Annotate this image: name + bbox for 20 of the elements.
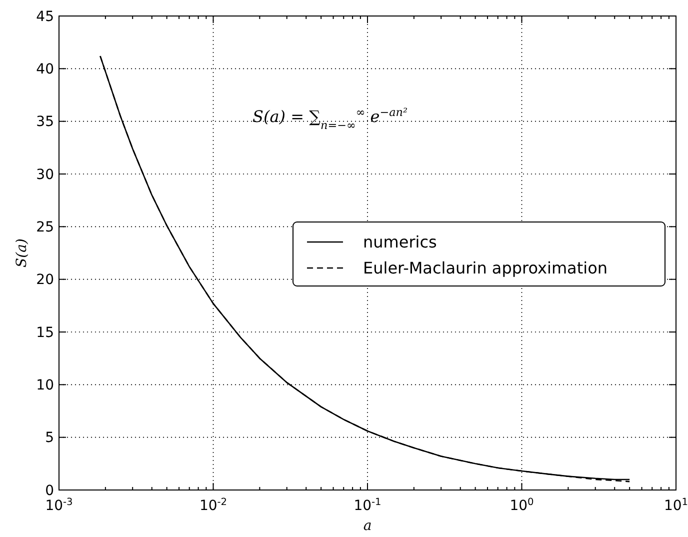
y-tick-label: 40: [36, 62, 54, 78]
x-axis-title: a: [363, 518, 372, 534]
x-tick-label: 10$^{-3}$: [45, 496, 73, 514]
y-tick-label: 45: [36, 8, 54, 25]
y-tick-label: 25: [36, 220, 54, 236]
x-tick-label: 10$^{0}$: [510, 496, 534, 514]
legend-label: Euler-Maclaurin approximation: [363, 258, 608, 278]
y-tick-label: 20: [36, 272, 54, 288]
legend-label: numerics: [363, 232, 437, 252]
annotation: S(a) = ∑$_{n=−∞}$$^{∞}$ e$^{−an²}$: [252, 106, 408, 132]
y-axis-title: S(a): [14, 238, 30, 268]
x-tick-label: 10$^{1}$: [664, 496, 688, 514]
y-tick-label: 35: [36, 114, 54, 130]
y-tick-label: 10: [36, 378, 54, 394]
y-tick-label: 5: [45, 430, 54, 446]
x-tick-label: 10$^{-2}$: [199, 496, 228, 514]
y-tick-label: 0: [45, 482, 54, 499]
y-tick-label: 15: [36, 324, 54, 341]
y-tick-label: 30: [36, 166, 54, 183]
x-tick-label: 10$^{-1}$: [354, 496, 382, 514]
